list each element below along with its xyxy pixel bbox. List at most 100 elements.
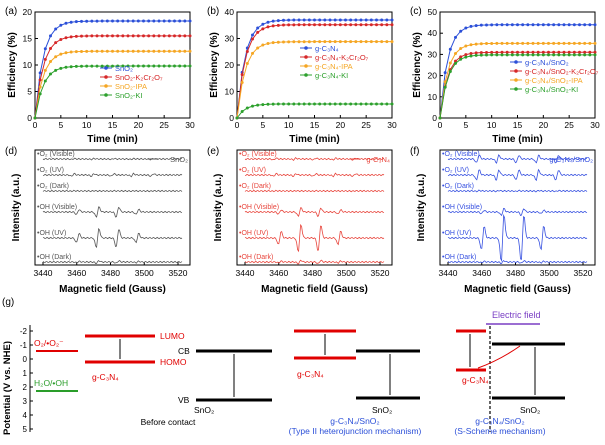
y-tick-label: 20 — [23, 7, 33, 17]
data-point — [552, 41, 556, 45]
data-point — [380, 102, 384, 106]
chart-panel-c: 0 5 10 15 20 25 30 0 10 20 30 40 50 Time (min) Efficie… — [410, 6, 600, 145]
data-point — [80, 34, 83, 38]
legend-marker — [304, 64, 308, 68]
data-point — [90, 34, 94, 38]
y-tick-label: 30 — [225, 34, 235, 44]
epr-spectrum — [447, 214, 588, 262]
data-point — [111, 19, 114, 23]
y-tick-label: 40 — [225, 7, 235, 17]
x-axis-label: Time (min) — [289, 134, 339, 145]
data-point — [157, 34, 161, 38]
epr-spectrum — [244, 172, 385, 178]
data-point — [38, 85, 42, 89]
data-point — [385, 23, 389, 27]
x-tick-label: 20 — [539, 120, 549, 130]
data-point — [562, 23, 566, 27]
data-point — [43, 47, 47, 51]
data-point — [583, 41, 587, 45]
x-tick-label: 0 — [235, 120, 240, 130]
data-point — [167, 34, 171, 38]
data-point — [521, 50, 525, 54]
data-point — [375, 40, 378, 44]
data-point — [183, 49, 187, 53]
efficiency-charts: 0 5 10 15 20 25 30 0 5 10 15 20 Time (min) Efficiency… — [5, 6, 600, 145]
data-point — [307, 18, 311, 22]
epr-spectrum — [244, 259, 385, 265]
data-point — [505, 50, 509, 54]
sscheme-title: g-C₃N₄/SnO₂ — [475, 416, 524, 426]
data-point — [390, 40, 394, 44]
data-point — [276, 40, 280, 44]
plot-frame — [439, 11, 596, 119]
epr-spectrum — [447, 189, 588, 193]
data-point — [49, 34, 52, 38]
panel-label: (d) — [5, 146, 17, 157]
data-point — [500, 41, 504, 45]
data-point — [359, 18, 363, 22]
data-point — [142, 49, 145, 53]
legend-label: g-C₃N₄ — [315, 44, 339, 53]
data-point — [266, 41, 270, 45]
data-point — [282, 40, 285, 44]
data-point — [385, 102, 389, 106]
x-axis-label: Time (min) — [492, 134, 542, 145]
data-point — [173, 19, 176, 23]
series-line-3 — [34, 65, 190, 119]
data-point — [245, 49, 249, 53]
data-point — [54, 27, 58, 31]
data-point — [271, 102, 275, 106]
data-point — [74, 64, 78, 68]
data-point — [562, 41, 566, 45]
data-point — [349, 40, 353, 44]
x-tick-label: 15 — [310, 120, 320, 130]
data-point — [516, 53, 519, 57]
data-point — [469, 54, 473, 58]
data-point — [297, 40, 301, 44]
typeII-mechanism: (Type II heterojunction mechanism) — [289, 426, 422, 436]
data-point — [297, 18, 301, 22]
data-point — [80, 49, 83, 53]
plot-frame — [439, 149, 596, 266]
data-point — [313, 23, 316, 27]
data-point — [251, 104, 254, 108]
data-point — [157, 49, 161, 53]
data-point — [43, 79, 47, 83]
plot-frame — [236, 149, 393, 266]
data-point — [349, 102, 353, 106]
data-point — [261, 43, 265, 47]
data-point — [448, 61, 452, 65]
x-tick-label: 3460 — [269, 268, 288, 278]
data-point — [282, 23, 285, 27]
data-point — [464, 44, 468, 48]
data-point — [95, 19, 99, 23]
data-point — [588, 50, 592, 54]
spectrum-label: •O₂ (Visible) — [442, 151, 480, 158]
data-point — [375, 18, 378, 22]
data-point — [287, 102, 291, 106]
data-point — [69, 65, 73, 69]
x-tick-label: 30 — [185, 120, 195, 130]
data-point — [531, 53, 535, 57]
data-point — [578, 50, 581, 54]
y-tick-label: 0 — [229, 113, 234, 123]
data-point — [364, 40, 368, 44]
data-point — [354, 23, 358, 27]
x-tick-label: 3500 — [337, 268, 356, 278]
y-axis-label: Intensity (a.u.) — [416, 174, 427, 242]
data-point — [287, 40, 291, 44]
data-point — [261, 103, 265, 107]
data-point — [282, 18, 285, 22]
epr-spectrum — [244, 207, 385, 218]
data-point — [495, 41, 499, 45]
y-tick-label: 40 — [428, 28, 438, 38]
spectrum-label: •OH (UV) — [37, 230, 66, 237]
data-point — [126, 19, 130, 23]
epr-spectrum — [42, 189, 183, 193]
data-point — [323, 40, 327, 44]
x-tick-label: 10 — [82, 120, 92, 130]
data-point — [152, 34, 156, 38]
data-point — [80, 19, 83, 23]
data-point — [126, 49, 130, 53]
data-point — [292, 18, 296, 22]
